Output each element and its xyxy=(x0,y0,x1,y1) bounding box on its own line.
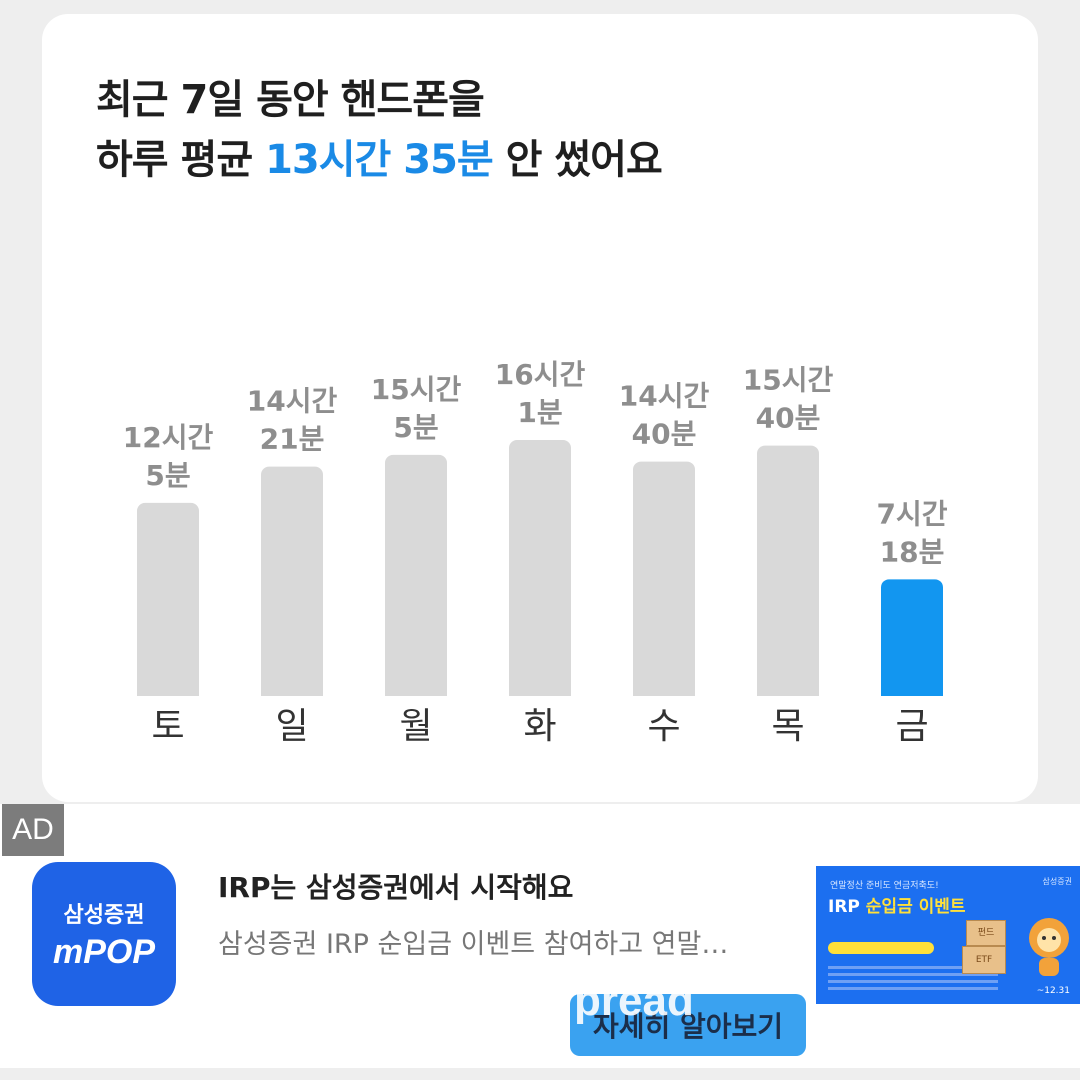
headline-line2-suffix: 안 썼어요 xyxy=(492,137,663,183)
learn-more-button[interactable]: 자세히 알아보기 xyxy=(570,994,806,1056)
banner-pill xyxy=(828,942,934,954)
bar-base-mask xyxy=(632,696,696,706)
app-icon-brand: mPOP xyxy=(52,932,156,971)
app-icon-company: 삼성증권 xyxy=(63,902,145,928)
bar-base-mask xyxy=(508,696,572,706)
bar-base-mask xyxy=(756,696,820,706)
day-label: 화 xyxy=(523,706,556,747)
bar-3 xyxy=(509,440,571,704)
ad-badge: AD xyxy=(2,804,64,856)
banner-corner-text: 삼성증권 xyxy=(1042,877,1072,886)
watermark-text: pread xyxy=(574,976,694,1025)
value-label: 14시간 xyxy=(247,385,338,418)
banner-box-fund: 펀드 xyxy=(966,920,1006,946)
bottom-divider xyxy=(0,1068,1080,1080)
banner-box-etf: ETF xyxy=(962,946,1006,974)
page-title: 최근 7일 동안 핸드폰을 하루 평균 13시간 35분 안 썼어요 xyxy=(96,70,663,190)
bar-5 xyxy=(757,445,819,704)
bar-4 xyxy=(633,461,695,704)
bar-0 xyxy=(137,502,199,704)
value-label: 16시간 xyxy=(495,358,586,391)
app-icon[interactable]: 삼성증권 mPOP xyxy=(32,862,176,1006)
value-label: 12시간 xyxy=(123,421,214,454)
value-label: 1분 xyxy=(517,396,562,429)
bar-base-mask xyxy=(384,696,448,706)
bar-1 xyxy=(261,466,323,704)
value-label: 40분 xyxy=(632,418,697,451)
mascot-icon xyxy=(1029,918,1069,976)
bar-2 xyxy=(385,454,447,704)
banner-event-prefix: IRP xyxy=(828,897,866,917)
day-label: 금 xyxy=(895,706,928,747)
ad-banner-image[interactable]: 연말정산 준비도 연금저축도! 삼성증권 IRP 순입금 이벤트 펀드 ETF … xyxy=(816,866,1080,1004)
headline-line1: 최근 7일 동안 핸드폰을 xyxy=(96,77,485,123)
value-label: 5분 xyxy=(393,411,438,444)
value-label: 40분 xyxy=(756,402,821,435)
value-label: 14시간 xyxy=(619,380,710,413)
day-label: 토 xyxy=(151,706,184,747)
value-label: 7시간 xyxy=(876,497,947,530)
day-label: 일 xyxy=(275,706,308,747)
headline-line2-prefix: 하루 평균 xyxy=(96,137,266,183)
banner-event-highlight: 순입금 이벤트 xyxy=(865,897,966,917)
value-label: 15시간 xyxy=(743,364,834,397)
value-label: 18분 xyxy=(880,535,945,568)
bar-base-mask xyxy=(260,696,324,706)
ad-description[interactable]: 삼성증권 IRP 순입금 이벤트 참여하고 연말… xyxy=(218,929,729,960)
day-label: 목 xyxy=(771,706,804,747)
bar-base-mask xyxy=(136,696,200,706)
day-label: 월 xyxy=(399,706,432,747)
banner-date: ~12.31 xyxy=(1036,986,1070,996)
bar-6 xyxy=(881,579,943,704)
value-label: 15시간 xyxy=(371,373,462,406)
banner-fineprint xyxy=(828,962,998,994)
ad-title[interactable]: IRP는 삼성증권에서 시작해요 xyxy=(218,871,574,904)
banner-event-title: IRP 순입금 이벤트 xyxy=(828,892,966,917)
average-time-highlight: 13시간 35분 xyxy=(265,137,494,183)
bar-base-mask xyxy=(880,696,944,706)
banner-top-text: 연말정산 준비도 연금저축도! xyxy=(830,881,939,891)
value-label: 5분 xyxy=(145,459,190,492)
value-label: 21분 xyxy=(260,423,325,456)
day-label: 수 xyxy=(647,706,680,747)
